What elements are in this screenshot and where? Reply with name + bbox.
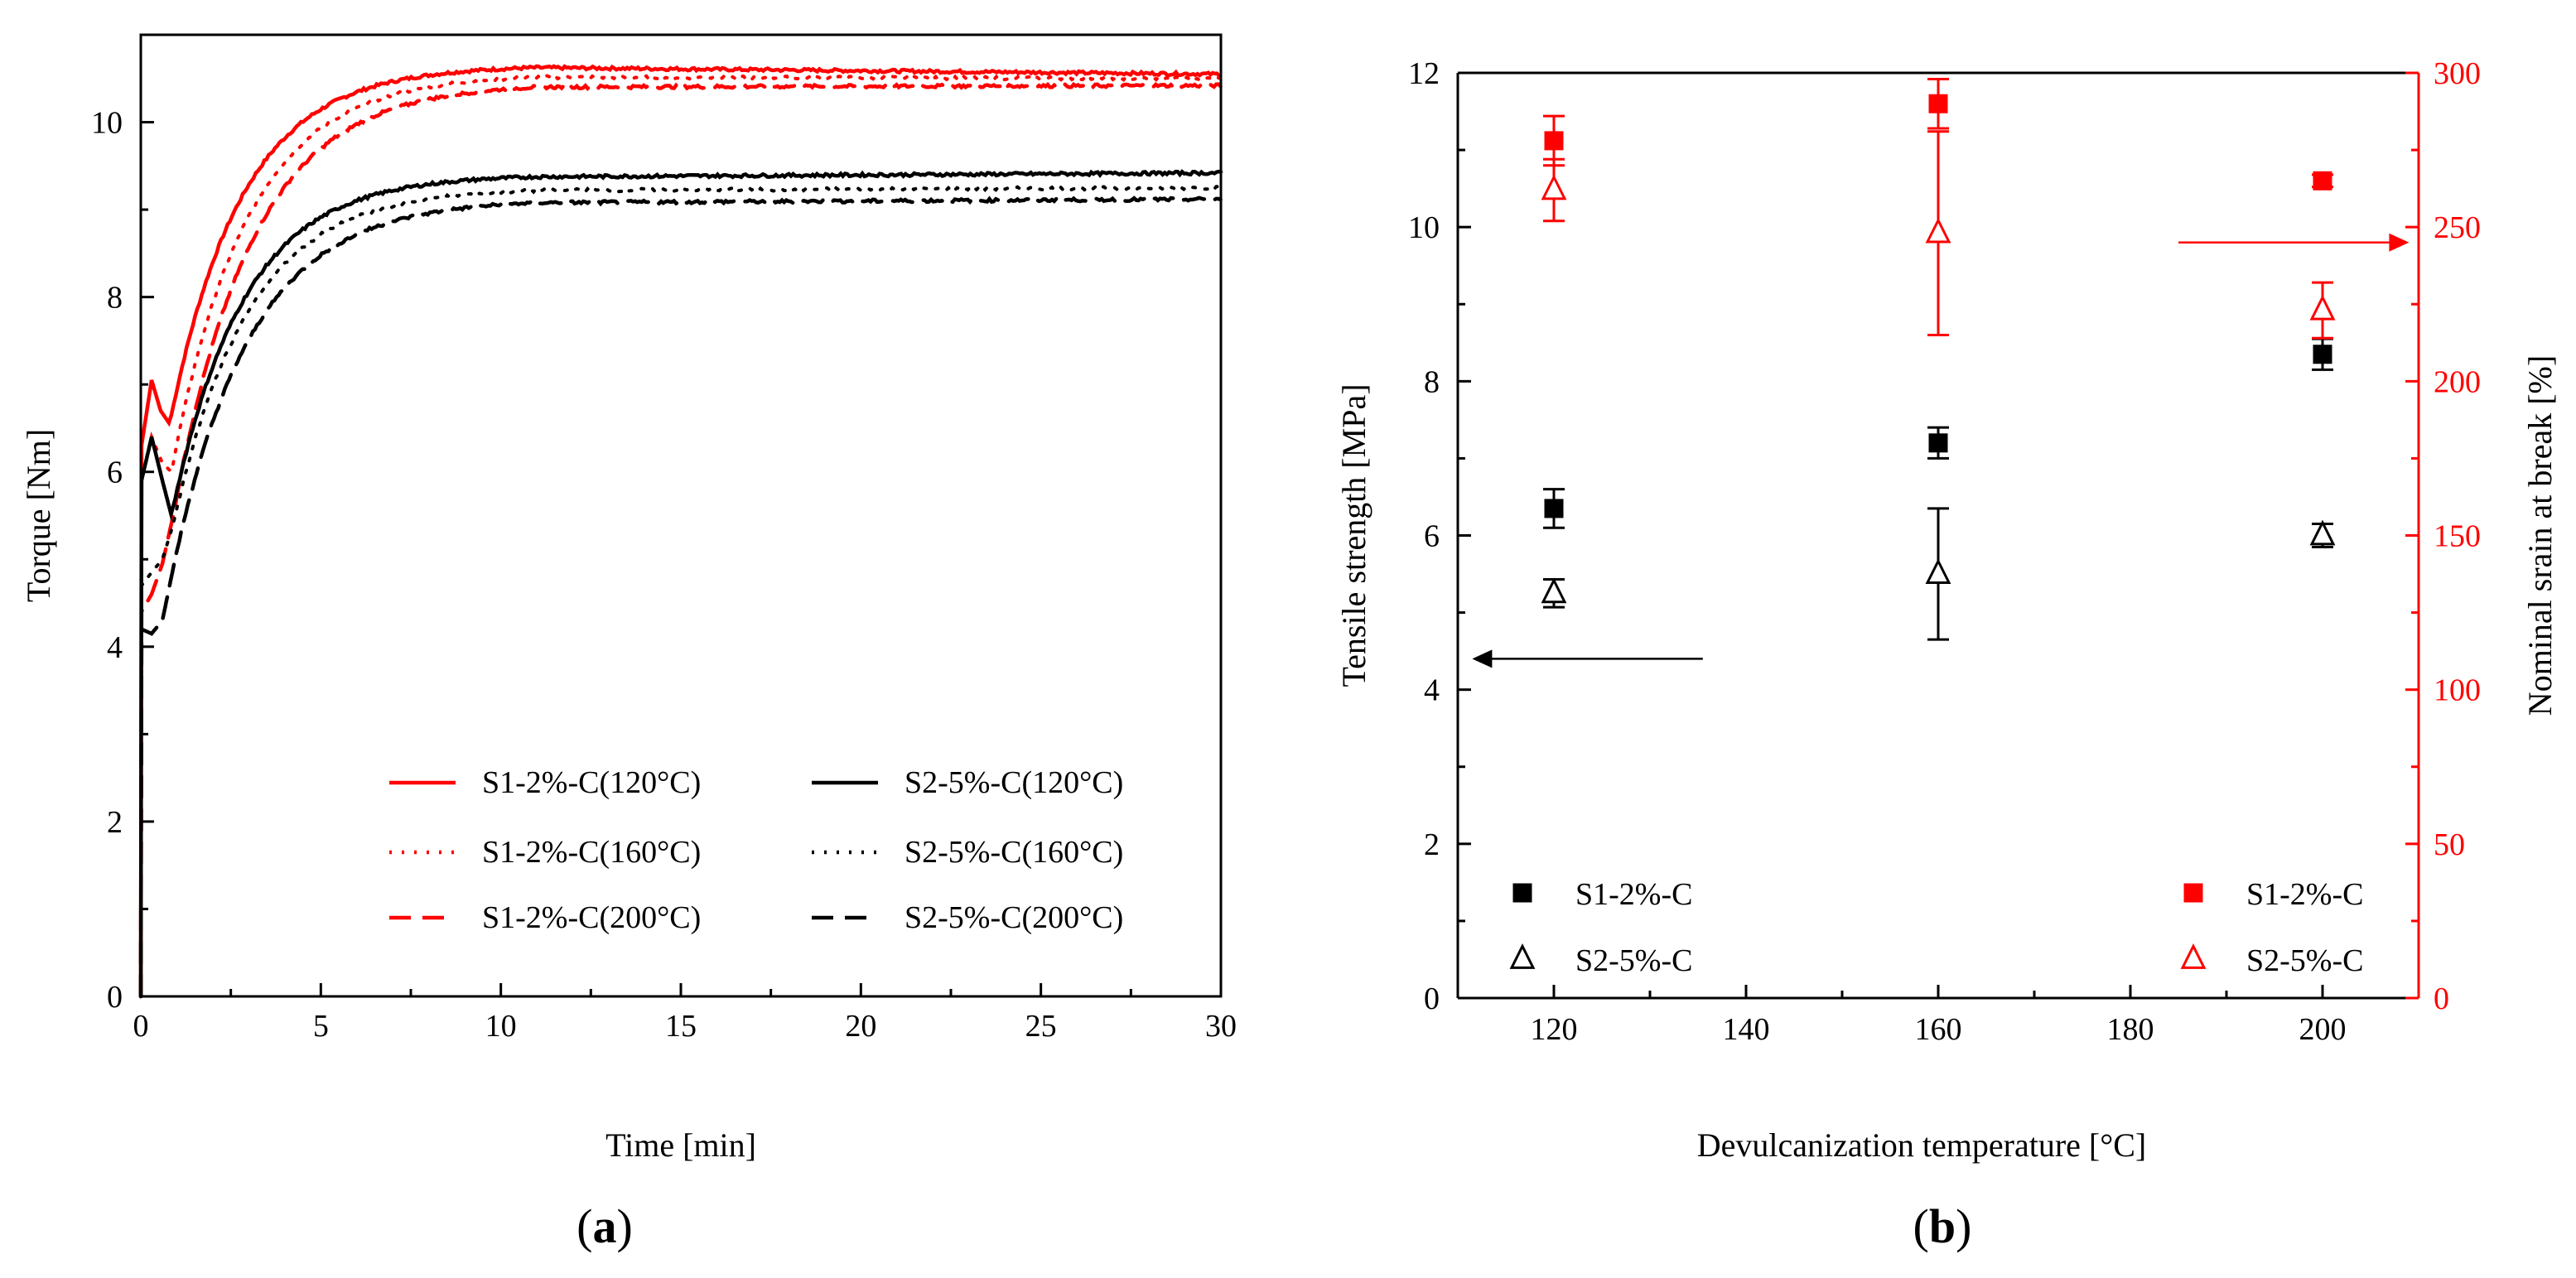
y-tick-label: 0 xyxy=(107,980,123,1015)
torque-line-s2-5-c-200-c xyxy=(138,195,1223,999)
data-point-s1-2-c-right-160 xyxy=(1928,94,1948,113)
data-point-s2-5-c-left-200 xyxy=(2309,519,2336,546)
legend-label-s2-5-c-left: S2-5%-C xyxy=(1575,943,1692,978)
x-tick-label: 10 xyxy=(485,1009,517,1044)
data-point-s2-5-c-right-120 xyxy=(1541,174,1567,200)
panel-b-legend: S1-2%-C S2-5%-C S1-2%-C S2-5%-C xyxy=(1509,877,2363,978)
panel-b-tensile-chart: 120 140 160 180 2000246810120501001502002503… xyxy=(1335,56,2559,1253)
x-tick-label: 15 xyxy=(665,1009,697,1044)
legend-label-s1-2-c-left: S1-2%-C xyxy=(1575,877,1692,912)
data-point-s2-5-c-left-160 xyxy=(1925,558,1951,584)
legend-marker-s2-5-c-right xyxy=(2180,943,2207,969)
arrow-right-head-icon xyxy=(2389,233,2410,252)
y-tick-label: 2 xyxy=(107,805,123,840)
legend-label: S1-2%-C(160°C) xyxy=(482,835,701,870)
x-tick-label: 25 xyxy=(1025,1009,1057,1044)
y2-tick-label: 150 xyxy=(2434,519,2481,554)
panel-a-legend: S1-2%-C(120°C) S1-2%-C(160°C) S1-2%-C(200°… xyxy=(389,765,1123,935)
x-tick-label: 200 xyxy=(2299,1012,2347,1047)
data-point-s1-2-c-right-120 xyxy=(1544,131,1564,151)
y2-axis-label-nominal-strain: Nominal srain at break [%] xyxy=(2521,355,2559,716)
y-tick-label: 10 xyxy=(1408,210,1440,245)
legend-label: S2-5%-C(200°C) xyxy=(904,900,1123,935)
legend-marker-s1-2-c-right xyxy=(2183,883,2203,903)
legend-label-s1-2-c-right: S1-2%-C xyxy=(2246,877,2363,912)
y-tick-label: 4 xyxy=(107,630,123,665)
x-tick-label: 120 xyxy=(1531,1012,1578,1047)
legend-label: S1-2%-C(120°C) xyxy=(482,765,701,800)
y-tick-label: 2 xyxy=(1424,827,1440,862)
y2-tick-label: 300 xyxy=(2434,56,2481,91)
panel-b-data-marks xyxy=(1541,77,2336,641)
legend-label: S2-5%-C(120°C) xyxy=(904,765,1123,800)
data-point-s1-2-c-left-120 xyxy=(1544,499,1564,518)
panel-b-axis-arrows xyxy=(1472,233,2410,668)
torque-series-group xyxy=(138,64,1223,999)
data-point-s1-2-c-left-160 xyxy=(1928,433,1948,453)
torque-line-s1-2-c-120-c xyxy=(138,64,1222,999)
panel-b-ticks: 120 140 160 180 2000246810120501001502002503… xyxy=(1408,56,2481,1047)
data-point-s1-2-c-left-200 xyxy=(2313,345,2332,364)
legend-label: S2-5%-C(160°C) xyxy=(904,835,1123,870)
x-tick-label: 160 xyxy=(1915,1012,1962,1047)
legend-marker-s1-2-c-left xyxy=(1512,883,1532,903)
y-tick-label: 6 xyxy=(1424,519,1440,554)
legend-label: S1-2%-C(200°C) xyxy=(482,900,701,935)
panel-label-b: (b) xyxy=(1913,1199,1972,1253)
data-point-s2-5-c-right-200 xyxy=(2309,294,2336,321)
y2-tick-label: 200 xyxy=(2434,364,2481,399)
y2-tick-label: 250 xyxy=(2434,210,2481,245)
data-point-s2-5-c-right-160 xyxy=(1925,217,1951,244)
legend-marker-s2-5-c-left xyxy=(1509,943,1536,969)
y-axis-label-torque: Torque [Nm] xyxy=(20,429,57,602)
y-tick-label: 4 xyxy=(1424,673,1440,708)
y-tick-label: 0 xyxy=(1424,981,1440,1016)
arrow-left-head-icon xyxy=(1472,649,1493,668)
y2-tick-label: 50 xyxy=(2434,827,2465,862)
torque-line-s2-5-c-120-c xyxy=(138,169,1223,999)
x-tick-label: 5 xyxy=(313,1009,329,1044)
torque-line-s1-2-c-200-c xyxy=(138,81,1223,999)
y-tick-label: 8 xyxy=(107,281,123,316)
x-tick-label: 30 xyxy=(1205,1009,1237,1044)
y-tick-label: 12 xyxy=(1408,56,1440,91)
x-tick-label: 0 xyxy=(133,1009,149,1044)
x-tick-label: 140 xyxy=(1723,1012,1770,1047)
torque-line-s1-2-c-160-c xyxy=(139,74,1223,998)
y2-tick-label: 0 xyxy=(2434,981,2449,1016)
data-point-s1-2-c-right-200 xyxy=(2313,171,2332,190)
y-tick-label: 8 xyxy=(1424,364,1440,399)
legend-label-s2-5-c-right: S2-5%-C xyxy=(2246,943,2363,978)
x-axis-label-time: Time [min] xyxy=(605,1126,756,1164)
y-tick-label: 6 xyxy=(107,456,123,490)
y-tick-label: 10 xyxy=(91,106,123,141)
panel-a-ticks: 0 5 10 15 20 25 30 0 2 4 6 8 10 xyxy=(91,33,1237,1044)
panel-label-a: (a) xyxy=(576,1199,633,1253)
x-axis-label-devulcanization-temperature: Devulcanization temperature [°C] xyxy=(1697,1126,2146,1164)
panel-a-torque-chart: 0 5 10 15 20 25 30 0 2 4 6 8 10 Time [min] Torque [N… xyxy=(20,33,1237,1253)
data-point-s2-5-c-left-120 xyxy=(1541,577,1567,604)
y2-tick-label: 100 xyxy=(2434,673,2481,708)
y-axis-label-tensile-strength: Tensile strength [MPa] xyxy=(1335,383,1372,687)
x-tick-label: 20 xyxy=(845,1009,876,1044)
x-tick-label: 180 xyxy=(2107,1012,2154,1047)
torque-line-s2-5-c-160-c xyxy=(139,185,1223,998)
